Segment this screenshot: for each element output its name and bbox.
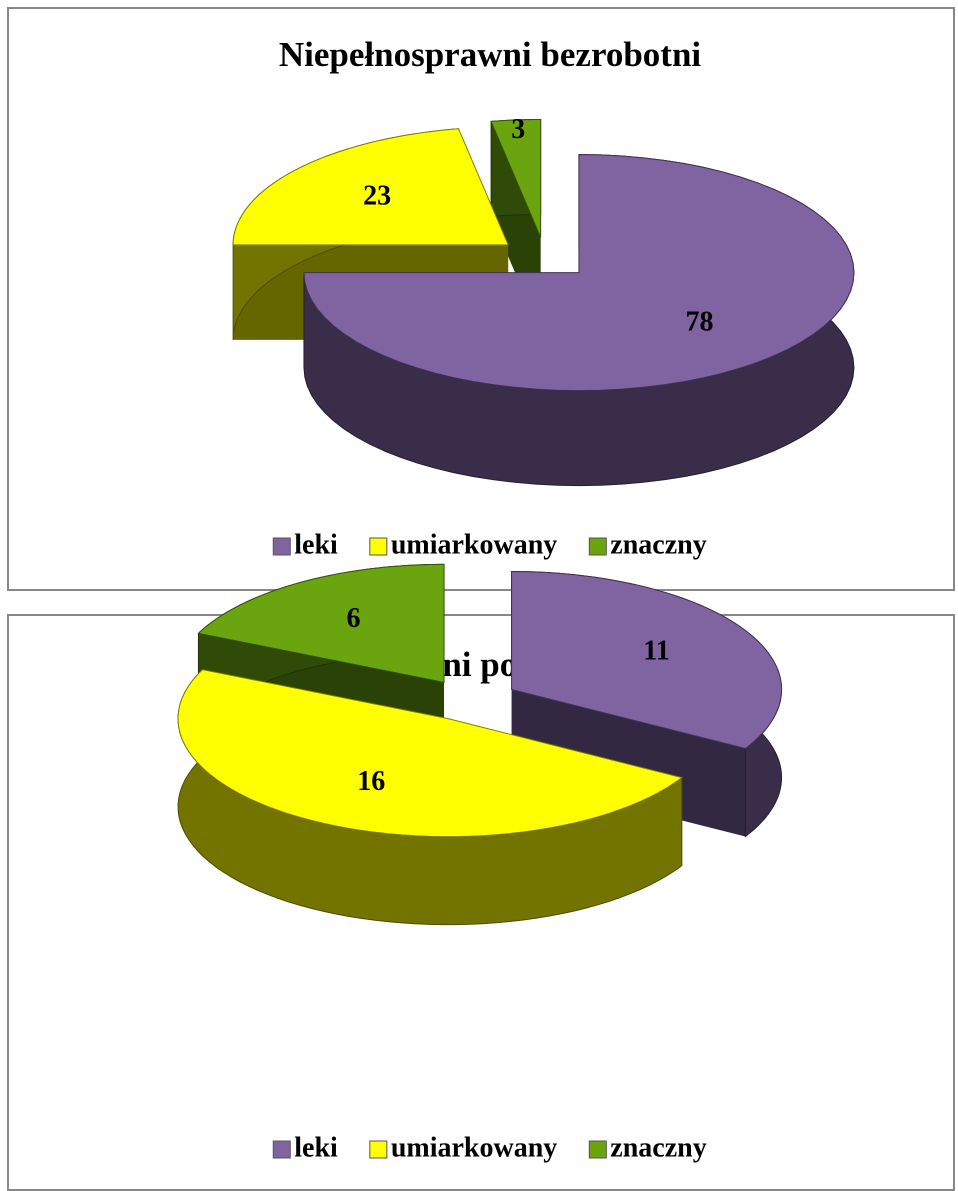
slice-top [303,154,855,392]
data-label: 3 [511,114,525,145]
legend-swatch [272,1140,291,1159]
slice [511,571,783,838]
data-label: 78 [686,307,714,338]
slice [177,668,684,926]
data-label: 6 [347,603,361,634]
legend-swatch [369,537,388,556]
legend-label: leki [294,529,338,560]
slice-top [232,128,509,246]
data-label: 16 [357,766,385,797]
slice-wall [511,689,746,837]
slice-top [197,563,445,683]
legend-label: znaczny [610,1132,706,1163]
slice-top [177,669,684,838]
slice-top [490,118,542,238]
legend-label: umiarkowany [391,529,557,560]
legend-label: znaczny [610,529,706,560]
slice-top [511,571,783,750]
legend-swatch [588,1140,607,1159]
slice [303,154,855,487]
legend-swatch [588,537,607,556]
legend-swatch [272,537,291,556]
data-label: 11 [643,635,669,666]
legend-label: umiarkowany [391,1132,557,1163]
chart-title: Niepełnosprawni bezrobotni [279,35,702,74]
legend-swatch [369,1140,388,1159]
data-label: 23 [363,180,391,211]
legend-label: leki [294,1132,338,1163]
